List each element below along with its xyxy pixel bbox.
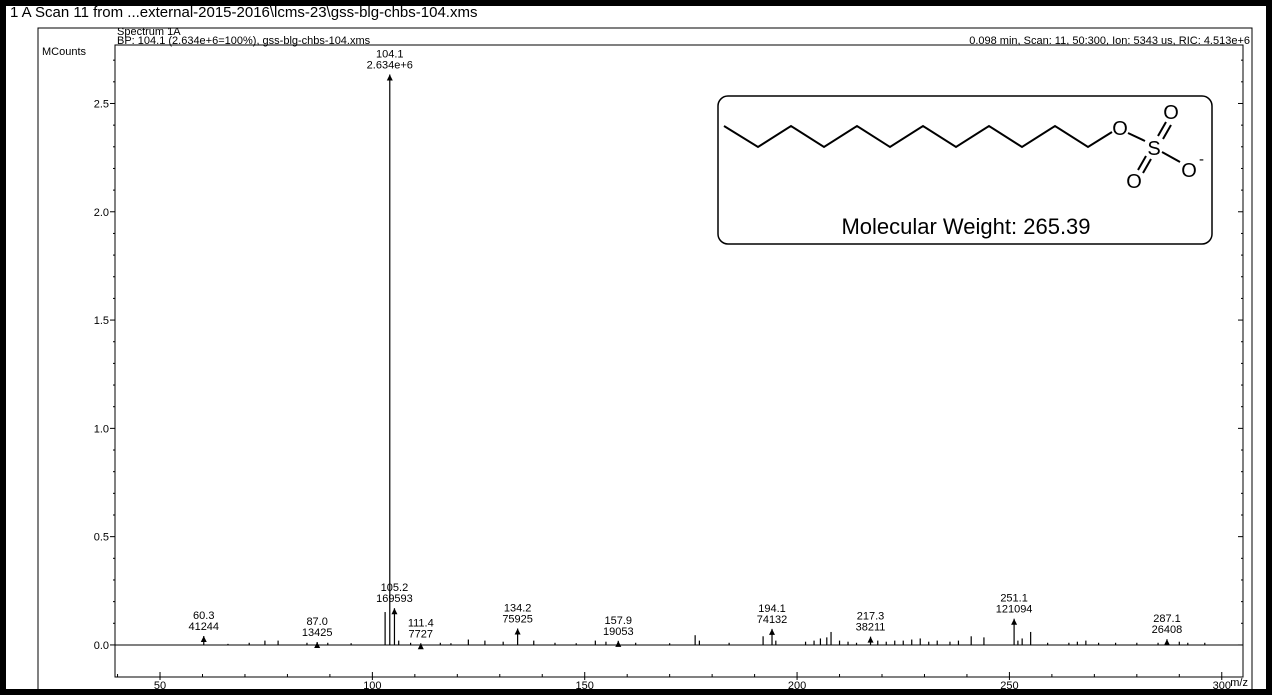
peak-mz-label: 287.1 xyxy=(1153,613,1181,625)
header-right: 0.098 min, Scan: 11, 50:300, Ion: 5343 u… xyxy=(969,35,1250,47)
x-tick-label: 50 xyxy=(154,680,166,692)
atom: O xyxy=(1126,171,1142,193)
peak-arrow xyxy=(1163,639,1170,646)
peak-intensity-label: 121094 xyxy=(996,604,1033,616)
bond xyxy=(1137,155,1147,171)
peak-intensity-label: 169593 xyxy=(376,593,413,605)
peak-arrow xyxy=(1011,618,1018,625)
y-tick-label: 0.5 xyxy=(94,532,109,544)
x-tick-label: 200 xyxy=(788,680,806,692)
y-tick-label: 1.5 xyxy=(94,315,109,327)
inner-frame xyxy=(37,27,1253,691)
atom: O xyxy=(1181,160,1197,182)
y-tick-label: 1.0 xyxy=(94,423,109,435)
peak-arrow xyxy=(615,640,622,647)
x-tick-label: 300 xyxy=(1213,680,1231,692)
atom: O xyxy=(1112,118,1128,140)
bond xyxy=(1162,124,1172,140)
y-tick-label: 2.0 xyxy=(94,207,109,219)
peak-arrow xyxy=(867,636,874,643)
bond xyxy=(1142,158,1152,174)
peak-arrow xyxy=(386,74,393,81)
peak-intensity-label: 41244 xyxy=(188,621,219,633)
inset: O S O O O - Molecular Weight: 265.39 xyxy=(717,95,1213,245)
atom: S xyxy=(1147,138,1160,160)
peak-intensity-label: 13425 xyxy=(302,627,333,639)
peak-mz-label: 87.0 xyxy=(306,616,327,628)
y-tick-label: 0.0 xyxy=(94,640,109,652)
peak-mz-label: 194.1 xyxy=(758,603,786,615)
peak-arrow xyxy=(200,636,207,643)
peak-arrow xyxy=(314,642,321,649)
peak-mz-label: 134.2 xyxy=(504,603,532,615)
peak-mz-label: 111.4 xyxy=(408,617,434,629)
peak-mz-label: 60.3 xyxy=(193,610,214,622)
peak-intensity-label: 74132 xyxy=(757,614,788,626)
bond xyxy=(1127,132,1146,142)
subtitle: Spectrum 1A xyxy=(117,26,181,38)
peak-intensity-label: 7727 xyxy=(409,628,433,640)
x-tick-label: 150 xyxy=(576,680,594,692)
bond xyxy=(1157,121,1167,137)
peak-arrow xyxy=(417,643,424,650)
inset-caption: Molecular Weight: 265.39 xyxy=(841,214,1090,239)
peak-intensity-label: 2.634e+6 xyxy=(367,59,413,71)
y-tick-label: 2.5 xyxy=(94,98,109,110)
peak-intensity-label: 75925 xyxy=(502,614,533,626)
peak-arrow xyxy=(769,628,776,635)
y-axis-label: MCounts xyxy=(42,46,87,58)
chart-title: 1 A Scan 11 from ...external-2015-2016\l… xyxy=(10,4,477,21)
peak-intensity-label: 38211 xyxy=(856,622,886,634)
peak-arrow xyxy=(514,628,521,635)
atom: O xyxy=(1163,102,1179,124)
x-axis-label: m/z xyxy=(1230,677,1248,689)
charge: - xyxy=(1199,151,1204,168)
x-tick-label: 100 xyxy=(363,680,381,692)
peak-mz-label: 251.1 xyxy=(1000,593,1028,605)
peak-intensity-label: 26408 xyxy=(1152,624,1183,636)
peak-mz-label: 105.2 xyxy=(381,582,409,594)
peak-mz-label: 104.1 xyxy=(376,48,404,60)
peak-mz-label: 157.9 xyxy=(605,615,633,627)
peak-arrow xyxy=(391,608,398,615)
carbon-chain xyxy=(723,124,1113,149)
inset-box xyxy=(717,95,1213,245)
header-left: BP: 104.1 (2.634e+6=100%), gss-blg-chbs-… xyxy=(117,35,371,47)
bond xyxy=(1161,151,1181,163)
peak-mz-label: 217.3 xyxy=(857,611,885,623)
x-tick-label: 250 xyxy=(1000,680,1018,692)
peak-intensity-label: 19053 xyxy=(603,626,634,638)
plot-frame xyxy=(114,44,1244,678)
